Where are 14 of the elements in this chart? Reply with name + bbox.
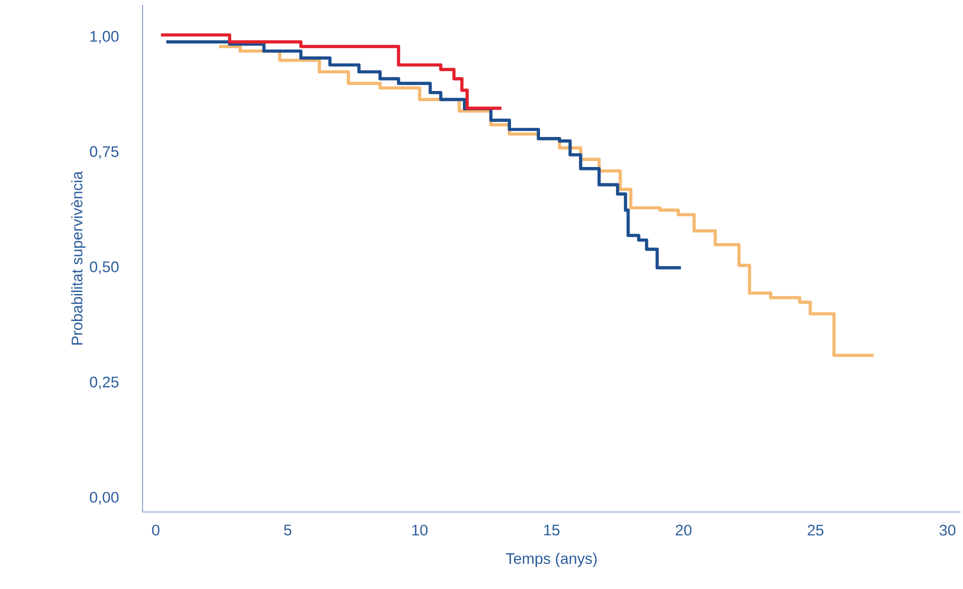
y-tick-label: 0,25 xyxy=(90,376,119,390)
y-tick-label: 0,75 xyxy=(90,146,119,159)
x-axis-title: Temps (anys) xyxy=(506,552,597,568)
x-tick-label: 30 xyxy=(940,524,956,536)
x-tick-label: 25 xyxy=(808,524,824,536)
x-tick-label: 20 xyxy=(676,524,692,536)
y-axis-title: Probabilitat supervivència xyxy=(71,171,86,345)
x-tick-label: 10 xyxy=(412,524,428,536)
x-tick-label: 5 xyxy=(284,524,292,536)
x-tick-label: 15 xyxy=(544,524,560,536)
y-tick-label: 0,00 xyxy=(90,492,119,505)
x-tick-label: 0 xyxy=(152,524,160,536)
y-tick-label: 1,00 xyxy=(90,30,119,44)
y-tick-label: 0,50 xyxy=(90,261,119,274)
